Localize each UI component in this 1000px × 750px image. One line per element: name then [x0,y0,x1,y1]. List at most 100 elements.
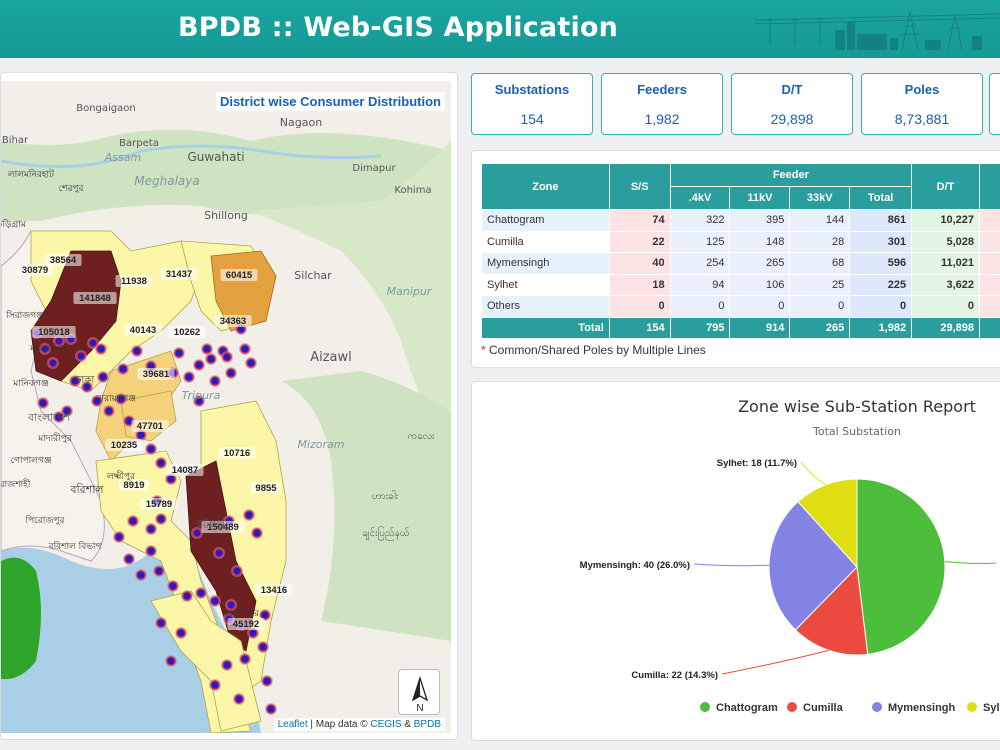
substation-marker[interactable] [124,554,134,564]
substation-marker[interactable] [168,581,178,591]
substation-marker[interactable] [222,352,232,362]
consumer-distribution-map[interactable]: 30879 38564 11938 31437 60415 141848 105018 343… [1,81,451,733]
legend-marker [787,702,797,712]
substation-marker[interactable] [222,660,232,670]
substation-marker[interactable] [234,694,244,704]
substation-marker[interactable] [70,376,80,386]
substation-marker[interactable] [214,548,224,558]
cegis-link[interactable]: CEGIS [370,719,402,730]
bpdb-link[interactable]: BPDB [413,719,441,730]
substation-marker[interactable] [98,372,108,382]
substation-marker[interactable] [194,396,204,406]
pie-slice-chattogram[interactable] [856,478,946,655]
substation-marker[interactable] [240,344,250,354]
substation-marker[interactable] [192,528,202,538]
substation-marker[interactable] [114,532,124,542]
substation-marker[interactable] [248,628,258,638]
table-row[interactable]: Mymensingh 40 254 265 68 596 11,021 [481,252,1000,275]
substation-marker[interactable] [166,474,176,484]
substation-marker[interactable] [184,372,194,382]
substation-marker[interactable] [146,546,156,556]
substation-marker[interactable] [174,348,184,358]
substation-marker[interactable] [40,344,50,354]
table-row[interactable]: Cumilla 22 125 148 28 301 5,028 [481,230,1000,253]
substation-marker[interactable] [210,376,220,386]
substation-marker[interactable] [156,514,166,524]
substation-marker[interactable] [244,510,254,520]
substation-marker[interactable] [146,524,156,534]
substation-marker[interactable] [82,382,92,392]
pie-slice-cumilla[interactable] [794,565,869,656]
north-arrow-icon: N [411,675,429,714]
substation-marker[interactable] [76,351,86,361]
dt-cell: 10,227 [911,209,980,232]
substation-marker[interactable] [226,600,236,610]
substation-marker[interactable] [156,458,166,468]
table-row[interactable]: Sylhet 18 94 106 25 225 3,622 [481,273,1000,296]
kv33-cell: 28 [789,230,851,253]
col-next-partial [978,163,1000,210]
substation-marker[interactable] [194,360,204,370]
substation-marker[interactable] [104,406,114,416]
substation-marker[interactable] [196,588,206,598]
substation-marker[interactable] [54,412,64,422]
legend-item[interactable]: Sylli [983,702,1000,714]
kpi-substations[interactable]: Substations 154 [471,73,593,135]
substation-marker[interactable] [252,528,262,538]
substation-marker[interactable] [118,364,128,374]
substation-marker[interactable] [48,358,58,368]
substation-marker[interactable] [166,656,176,666]
substation-marker[interactable] [210,680,220,690]
substation-marker[interactable] [266,704,276,714]
pie-slice-sylhet[interactable] [797,478,858,569]
substation-marker[interactable] [132,346,142,356]
substation-marker[interactable] [246,358,256,368]
substation-marker[interactable] [240,654,250,664]
legend-item[interactable]: Cumilla [803,702,844,714]
kpi-next-partial[interactable] [989,73,1000,135]
substation-marker[interactable] [156,618,166,628]
legend-item[interactable]: Mymensingh [888,702,956,714]
substation-marker[interactable] [96,344,106,354]
substation-marker[interactable] [210,596,220,606]
substation-marker[interactable] [262,676,272,686]
substation-marker[interactable] [154,566,164,576]
table-row[interactable]: Others 0 0 0 0 0 0 [481,295,1000,318]
table-row[interactable]: Chattogram 74 322 395 144 861 10,227 [481,209,1000,232]
substation-marker[interactable] [226,368,236,378]
substation-marker[interactable] [92,396,102,406]
substation-marker[interactable] [176,628,186,638]
pie-slice-mymensingh[interactable] [768,500,858,631]
substation-marker[interactable] [258,642,268,652]
legend-item[interactable]: Chattogram [716,702,778,714]
ss-cell: 74 [608,209,671,232]
substation-pie-chart: Zone wise Sub-Station Report Total Subst… [580,397,1000,714]
kpi-poles[interactable]: Poles 8,73,881 [861,73,983,135]
place-label: Kohima [394,185,431,196]
substation-marker[interactable] [136,570,146,580]
substation-marker[interactable] [232,566,242,576]
substation-marker[interactable] [38,398,48,408]
substation-marker[interactable] [62,406,72,416]
north-arrow-button[interactable]: N [398,669,440,715]
substation-marker[interactable] [116,394,126,404]
hill-terrain [281,371,451,641]
substation-marker[interactable] [136,430,146,440]
total-dt-cell: 29,898 [911,316,980,339]
consumer-count-bg [44,254,82,266]
kpi-dt[interactable]: D/T 29,898 [731,73,853,135]
place-label: লালমনিরহাট [7,168,55,180]
district-max-density[interactable] [30,250,122,382]
leaflet-link[interactable]: Leaflet [277,719,308,730]
substation-marker[interactable] [88,338,98,348]
substation-marker[interactable] [206,354,216,364]
substation-marker[interactable] [128,516,138,526]
kpi-feeders[interactable]: Feeders 1,982 [601,73,723,135]
substation-marker[interactable] [146,444,156,454]
district-coxsbazar[interactable] [150,590,262,732]
substation-marker[interactable] [202,344,212,354]
substation-marker[interactable] [182,591,192,601]
total-zone-cell: Total [481,316,610,339]
substation-marker[interactable] [260,610,270,620]
